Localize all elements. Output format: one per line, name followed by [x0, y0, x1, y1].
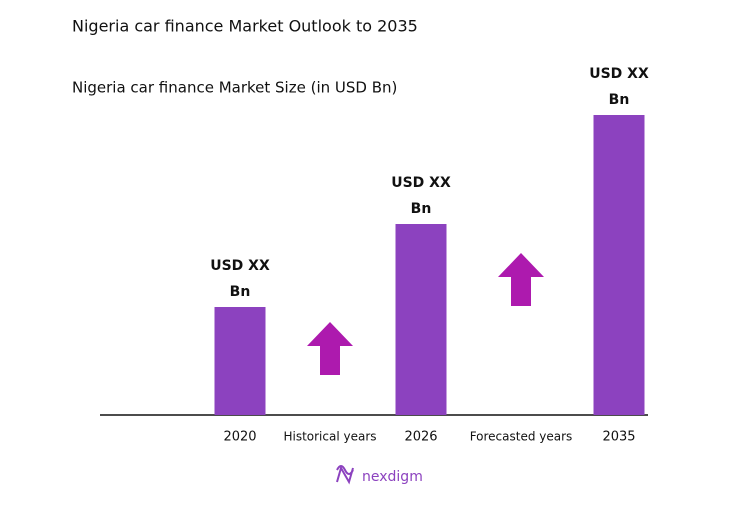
- chart-title: Nigeria car finance Market Outlook to 20…: [72, 17, 418, 36]
- x-tick-label: 2026: [404, 430, 437, 445]
- value-label: USD XX Bn: [210, 258, 270, 300]
- annotation: Forecasted years: [470, 430, 573, 444]
- value-label: USD XX Bn: [391, 175, 451, 217]
- bar: [214, 307, 266, 415]
- annotation: Historical years: [283, 430, 376, 444]
- bar: [395, 224, 447, 415]
- value-label: USD XX Bn: [589, 66, 649, 108]
- bar: [593, 115, 645, 415]
- x-tick-label: 2020: [223, 430, 256, 445]
- x-tick-label: 2035: [602, 430, 635, 445]
- arrow: [498, 253, 544, 306]
- logo: nexdigm: [362, 469, 423, 485]
- arrow: [307, 322, 353, 375]
- logo-icon: [336, 465, 354, 485]
- chart-subtitle: Nigeria car finance Market Size (in USD …: [72, 79, 397, 97]
